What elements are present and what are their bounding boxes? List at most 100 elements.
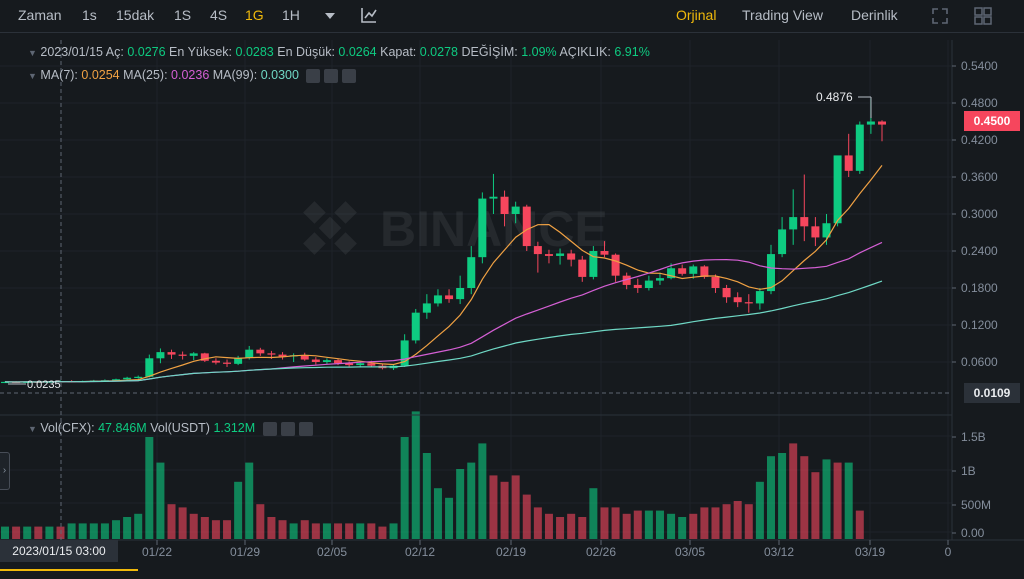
interval-4S[interactable]: 4S [210,7,228,23]
candle-body [766,254,775,292]
ma-close-icon[interactable] [342,68,357,83]
volume-bar [822,459,831,539]
volume-bar [278,520,287,539]
volume-bar [611,507,620,539]
volume-bar [733,501,742,539]
layout-grid-icon[interactable] [973,6,993,29]
candle-body [589,251,598,277]
candle-body [456,288,465,300]
candle-body [644,280,653,288]
candle-body [700,266,709,277]
volume-bars [1,411,864,539]
candle-body [733,297,742,303]
crosshair-date-label: 2023/01/15 03:00 [0,540,118,562]
candlestick-chart[interactable]: BINANCE 0.4876 0.0235 0.54000.48000.4200… [0,33,1024,579]
interval-1H[interactable]: 1H [282,7,300,23]
indicator-icon[interactable] [360,6,378,27]
volume-bar [556,517,565,539]
volume-bar [322,523,331,539]
candle-body [234,357,243,364]
ma7-line [4,165,883,383]
price-tick-label: 0.2400 [961,244,998,258]
view-tradingview[interactable]: Trading View [742,7,823,23]
price-tick-label: 0.4200 [961,133,998,147]
volume-bar [700,507,709,539]
volume-bar [378,526,387,539]
volume-bar [678,517,687,539]
volume-bar [533,507,542,539]
volume-bar [34,526,43,539]
vol-usdt-value: 1.312M [213,421,256,435]
candle-body [433,295,442,304]
ma-visibility-icon[interactable] [324,68,339,83]
volume-bar [245,462,254,539]
low-label: En Düşük: [277,45,335,59]
fullscreen-icon[interactable] [930,6,950,29]
view-depth[interactable]: Derinlik [851,7,898,23]
candle-body [655,278,664,281]
ma99-value: 0.0300 [260,68,299,82]
candle-body [789,217,798,230]
volume-bar [300,520,309,539]
volume-bar [145,437,154,539]
volume-bar [655,510,664,539]
volume-bar [345,523,354,539]
candle-body [400,340,409,366]
vol-close-icon[interactable] [298,421,313,436]
volume-bar [744,504,753,539]
vol-visibility-icon[interactable] [280,421,295,436]
candle-body [300,355,309,360]
candle-body [245,349,254,358]
volume-bar [134,513,143,539]
time-label[interactable]: Zaman [18,7,62,23]
interval-more-icon[interactable] [324,9,336,25]
candle-body [112,379,121,381]
interval-1G[interactable]: 1G [245,7,264,23]
candle-body [778,229,787,255]
interval-1S[interactable]: 1S [174,7,192,23]
candle-body [633,284,642,288]
view-original[interactable]: Orjinal [676,7,717,23]
candle-body [367,363,376,366]
date-tick-label: 02/19 [496,545,526,559]
ma7-value: 0.0254 [81,68,120,82]
ma-settings-icon[interactable] [306,68,321,83]
open-label: Aç: [105,45,124,59]
volume-bar [600,507,609,539]
low-marker-text: 0.0235 [27,379,61,391]
price-axis: 0.5400 0.4800 0.4200 0.3600 0.3000 0.2400 0.18… [952,59,998,369]
volume-bar [467,462,476,539]
candle-body [667,268,676,279]
candle-body [156,352,165,359]
volume-bar [522,494,531,539]
interval-15dak[interactable]: 15dak [116,7,155,23]
candle-body [356,363,365,366]
candle-body [411,312,420,341]
date-tick-label: 0 [945,545,952,559]
volume-bar [855,510,864,539]
volume-bar [422,453,431,539]
candle-body [855,124,864,171]
date-tick-label: 03/05 [675,545,705,559]
interval-1s[interactable]: 1s [82,7,97,23]
volume-bar [389,523,398,539]
candle-body [689,266,698,274]
side-panel-handle[interactable]: › [0,452,10,490]
volume-bar [67,523,76,539]
volume-bar [766,456,775,539]
ohlc-date: 2023/01/15 [40,45,103,59]
date-tick-label: 03/19 [855,545,885,559]
volume-bar [589,488,598,539]
candle-body [500,196,509,214]
volume-tick-label: 0.00 [961,526,985,540]
volume-bar [223,520,232,539]
candle-body [622,275,631,285]
high-label: En Yüksek: [169,45,233,59]
ma-legend: ▼ MA(7): 0.0254 MA(25): 0.0236 MA(99): 0… [28,68,357,83]
close-label: Kapat: [380,45,417,59]
volume-bar [400,437,409,539]
candle-body [189,353,198,356]
change-label: DEĞİŞİM: [461,45,518,59]
vol-settings-icon[interactable] [262,421,277,436]
volume-bar [667,513,676,539]
